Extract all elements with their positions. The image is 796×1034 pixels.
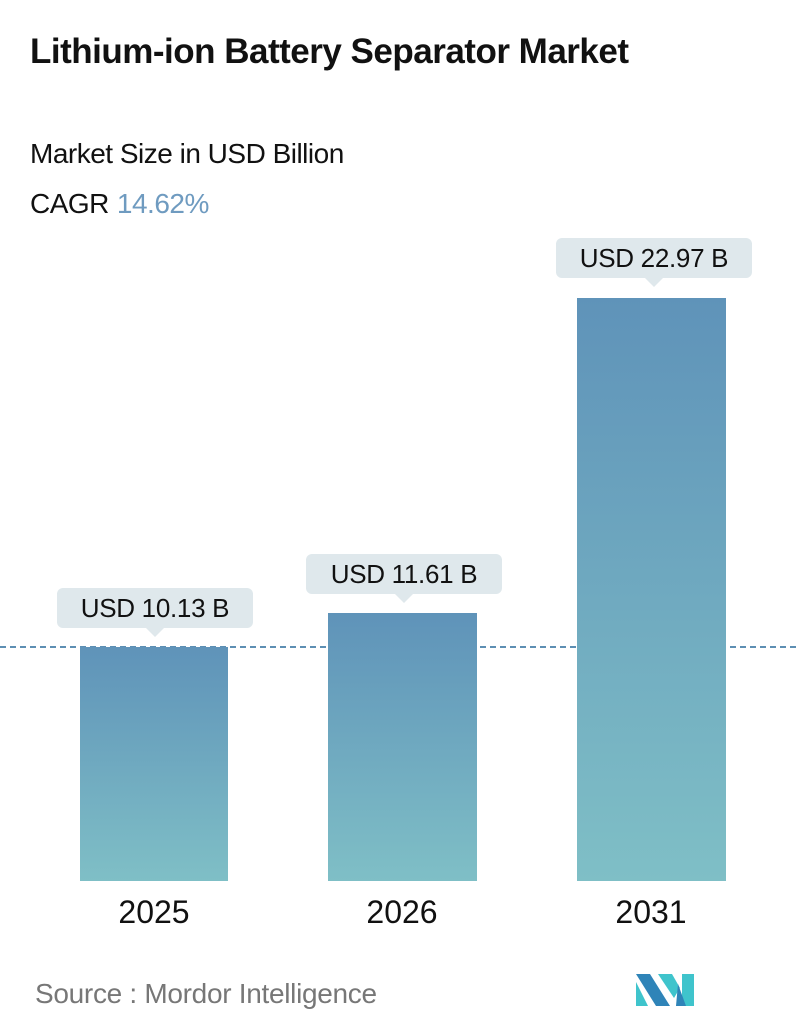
bar-2031 — [577, 298, 726, 881]
chart-title: Lithium-ion Battery Separator Market — [30, 32, 629, 71]
source-text: Source : Mordor Intelligence — [35, 978, 377, 1009]
x-tick-2026: 2026 — [366, 894, 438, 930]
cagr-value: 14.62% — [116, 188, 209, 219]
data-label-2026: USD 11.61 B — [306, 554, 502, 603]
data-label-2031: USD 22.97 B — [556, 238, 752, 287]
bar-2026 — [328, 613, 477, 881]
chart-subtitle: Market Size in USD Billion — [30, 138, 344, 169]
x-tick-2025: 2025 — [118, 894, 190, 930]
mordor-intelligence-logo-icon — [636, 974, 694, 1006]
x-tick-2031: 2031 — [615, 894, 687, 930]
data-label-2025: USD 10.13 B — [57, 588, 253, 637]
cagr-label: CAGR — [30, 188, 109, 219]
cagr: CAGR 14.62% — [30, 188, 209, 220]
bar-2025 — [80, 647, 228, 881]
